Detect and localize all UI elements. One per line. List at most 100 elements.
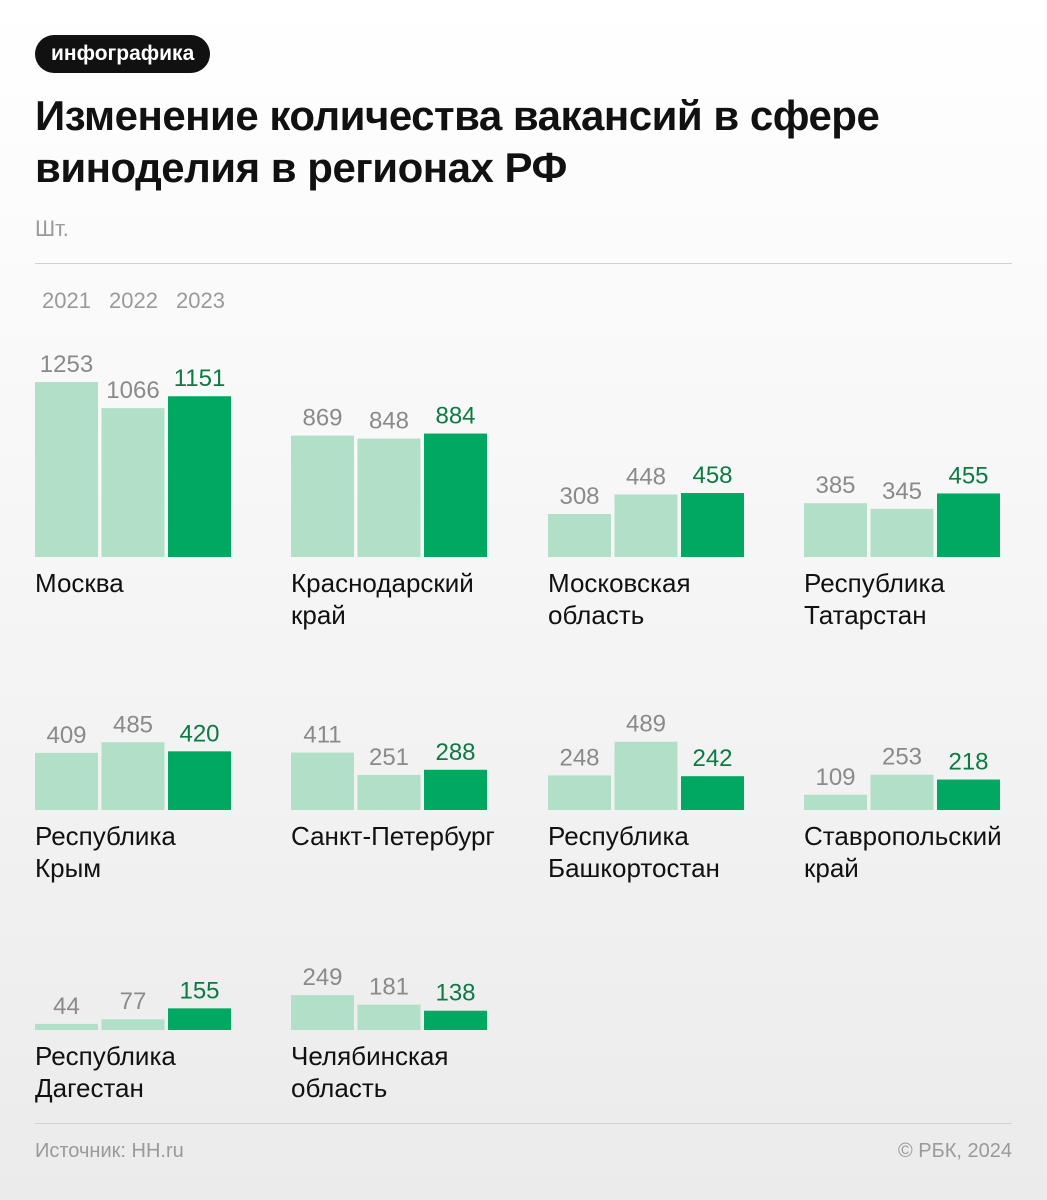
region-9-bar-2022 [101, 1019, 165, 1030]
region-8-bar-2022 [870, 774, 934, 810]
region-9-label-line: Республика [35, 1041, 176, 1071]
region-6-bar-2022 [357, 774, 421, 810]
region-4-label: Республика Татарстан [804, 567, 1044, 631]
region-5-bar-2021 [35, 752, 98, 810]
region-4-value-2021: 385 [815, 472, 855, 499]
region-10-bar-2023 [424, 1010, 487, 1030]
region-1-label-line: Москва [35, 568, 124, 598]
chart-title: Изменение количества вакансий в сфере ви… [35, 92, 880, 191]
region-10-value-2023: 138 [435, 980, 475, 1007]
region-7-bar-2022 [614, 741, 678, 810]
bottom-divider [35, 1123, 1012, 1124]
infographic-badge: инфографика [35, 35, 211, 73]
region-4-label-line: Татарстан [804, 600, 927, 630]
region-5-value-2022: 485 [113, 711, 153, 738]
region-8-value-2023: 218 [948, 749, 988, 776]
region-8-label-line: край [804, 853, 859, 883]
region-9-value-2022: 77 [120, 988, 147, 1015]
region-3-bar-2021 [548, 513, 611, 557]
region-6-value-2021: 411 [303, 722, 341, 749]
region-2-value-2023: 884 [435, 403, 475, 430]
region-4-label-line: Республика [804, 568, 945, 598]
region-9-bar-2021 [35, 1023, 98, 1030]
region-3-value-2023: 458 [692, 462, 732, 489]
region-3-label-line: область [548, 600, 645, 630]
region-10-bar-2022 [357, 1004, 421, 1030]
region-7-label: Республика Башкортостан [548, 820, 788, 884]
region-5-label-line: Республика [35, 821, 176, 851]
region-10-value-2021: 249 [302, 964, 342, 991]
region-8-bar-2023 [937, 779, 1000, 810]
region-7-value-2023: 242 [692, 745, 732, 772]
region-1-value-2022: 1066 [106, 377, 159, 404]
region-7-bar-2023 [681, 776, 744, 810]
region-3-label-line: Московская [548, 568, 691, 598]
region-2-bar-2023 [424, 433, 487, 557]
region-2-label: Краснодарский край [291, 567, 531, 631]
region-7-label-line: Башкортостан [548, 853, 720, 883]
region-1-bar-2021 [35, 382, 98, 557]
region-1-bar-2022 [101, 408, 165, 557]
legend-year-2021: 2021 [42, 288, 91, 313]
region-9-value-2021: 44 [53, 993, 80, 1020]
region-9-value-2023: 155 [179, 977, 219, 1004]
year-legend: 2021 2022 2023 [35, 288, 232, 314]
legend-year-2022: 2022 [109, 288, 158, 313]
region-8-label-line: Ставропольский [804, 821, 1002, 851]
region-5-bar-2023 [168, 751, 231, 810]
region-4-bar-2022 [870, 508, 934, 557]
region-3-label: Московская область [548, 567, 788, 631]
region-6-bar-2021 [291, 752, 354, 810]
unit-label: Шт. [35, 216, 69, 241]
region-5-label: Республика Крым [35, 820, 275, 884]
region-5-value-2023: 420 [179, 720, 219, 747]
region-6-label-line: Санкт-Петербург [291, 821, 495, 851]
region-6-bar-2023 [424, 769, 487, 810]
region-1-value-2023: 1151 [174, 365, 226, 392]
region-2-label-line: Краснодарский [291, 568, 474, 598]
region-5-value-2021: 409 [46, 722, 86, 749]
region-7-value-2021: 248 [559, 744, 599, 771]
region-2-label-line: край [291, 600, 346, 630]
region-7-label-line: Республика [548, 821, 689, 851]
region-5-label-line: Крым [35, 853, 102, 883]
region-8-label: Ставропольский край [804, 820, 1044, 884]
region-4-bar-2023 [937, 493, 1000, 557]
top-divider [35, 263, 1012, 264]
copyright-note: © РБК, 2024 [897, 1140, 1012, 1162]
region-2-value-2022: 848 [369, 408, 409, 435]
region-4-value-2022: 345 [882, 478, 922, 505]
region-1-value-2021: 1253 [40, 351, 93, 378]
region-3-value-2021: 308 [559, 483, 599, 510]
region-6-value-2022: 251 [369, 744, 409, 771]
region-6-value-2023: 288 [435, 739, 475, 766]
region-1-label: Москва [35, 567, 275, 599]
region-6-label: Санкт-Петербург [291, 820, 531, 852]
region-10-bar-2021 [291, 995, 354, 1030]
region-7-value-2022: 489 [626, 711, 666, 738]
region-10-label-line: область [291, 1073, 388, 1103]
region-2-bar-2021 [291, 435, 354, 557]
source-note: Источник: HH.ru [35, 1140, 184, 1162]
region-8-value-2022: 253 [882, 744, 922, 771]
region-3-bar-2023 [681, 493, 744, 557]
region-3-bar-2022 [614, 494, 678, 557]
region-4-bar-2021 [804, 503, 867, 557]
region-10-label: Челябинская область [291, 1040, 531, 1104]
region-10-label-line: Челябинская [291, 1041, 449, 1071]
region-10-value-2022: 181 [369, 974, 409, 1001]
region-8-bar-2021 [804, 794, 867, 810]
region-3-value-2022: 448 [626, 463, 666, 490]
region-8-value-2021: 109 [815, 764, 855, 791]
legend-year-2023: 2023 [176, 288, 225, 313]
region-2-value-2021: 869 [302, 405, 342, 432]
region-7-bar-2021 [548, 775, 611, 810]
region-5-bar-2022 [101, 742, 165, 810]
region-1-bar-2023 [168, 396, 231, 557]
region-2-bar-2022 [357, 438, 421, 557]
region-9-label: Республика Дагестан [35, 1040, 275, 1104]
region-9-bar-2023 [168, 1008, 231, 1030]
region-4-value-2023: 455 [948, 462, 988, 489]
region-9-label-line: Дагестан [35, 1073, 144, 1103]
